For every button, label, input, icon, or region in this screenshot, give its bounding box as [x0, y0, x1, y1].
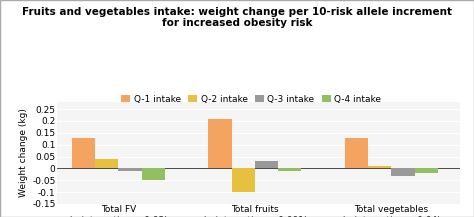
- Bar: [232, 168, 255, 192]
- Legend: Q-1 intake, Q-2 intake, Q-3 intake, Q-4 intake: Q-1 intake, Q-2 intake, Q-3 intake, Q-4 …: [118, 91, 385, 108]
- Bar: [278, 168, 301, 171]
- Bar: [95, 159, 118, 168]
- Text: Fruits and vegetables intake: weight change per 10-risk allele increment
for inc: Fruits and vegetables intake: weight cha…: [22, 7, 452, 28]
- Bar: [142, 168, 165, 180]
- Bar: [368, 166, 392, 168]
- Bar: [118, 168, 142, 171]
- Bar: [209, 119, 232, 168]
- Bar: [392, 168, 415, 176]
- Bar: [345, 138, 368, 168]
- Y-axis label: Weight change (kg): Weight change (kg): [19, 108, 28, 197]
- Bar: [72, 138, 95, 168]
- Bar: [255, 161, 278, 168]
- Bar: [415, 168, 438, 173]
